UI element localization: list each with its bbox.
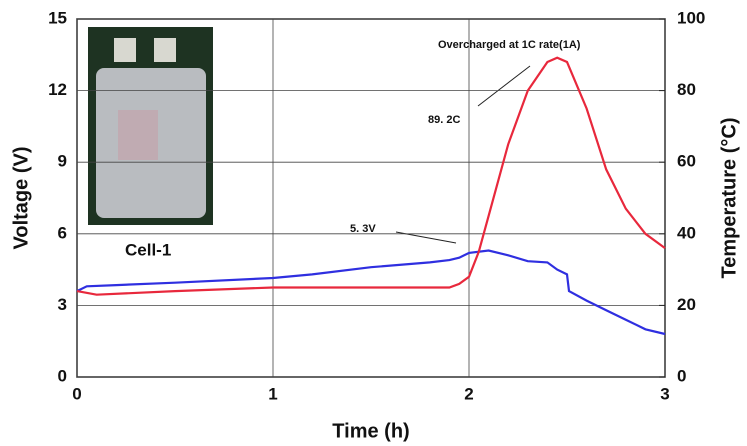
- y2-tick-label: 0: [677, 366, 686, 385]
- y-tick-label: 12: [48, 80, 67, 99]
- x-tick-label: 2: [464, 384, 473, 403]
- x-axis-title: Time (h): [332, 420, 409, 442]
- x-tick-label: 3: [660, 384, 669, 403]
- annotation: 89. 2C: [428, 114, 460, 126]
- inset-photo: [88, 27, 213, 225]
- y2-axis-title: Temperature (°C): [718, 118, 740, 279]
- series-line: [76, 56, 666, 296]
- arrow: [477, 65, 531, 107]
- y-tick-label: 3: [58, 295, 67, 314]
- y2-tick-label: 100: [677, 8, 705, 27]
- annotation: Overcharged at 1C rate(1A): [438, 39, 581, 51]
- y-tick-label: 15: [48, 8, 67, 27]
- x-tick-label: 0: [72, 384, 81, 403]
- y-tick-label: 0: [58, 366, 67, 385]
- y2-tick-label: 20: [677, 295, 696, 314]
- y2-tick-label: 40: [677, 223, 696, 242]
- y-tick-label: 6: [58, 223, 67, 242]
- y2-tick-label: 60: [677, 152, 696, 171]
- series-line: [76, 249, 666, 336]
- y2-tick-label: 80: [677, 80, 696, 99]
- annotation: 5. 3V: [350, 223, 376, 235]
- x-tick-label: 1: [268, 384, 277, 403]
- y-axis-title: Voltage (V): [10, 147, 32, 250]
- annotation: Cell-1: [125, 240, 171, 259]
- y-tick-label: 9: [58, 152, 67, 171]
